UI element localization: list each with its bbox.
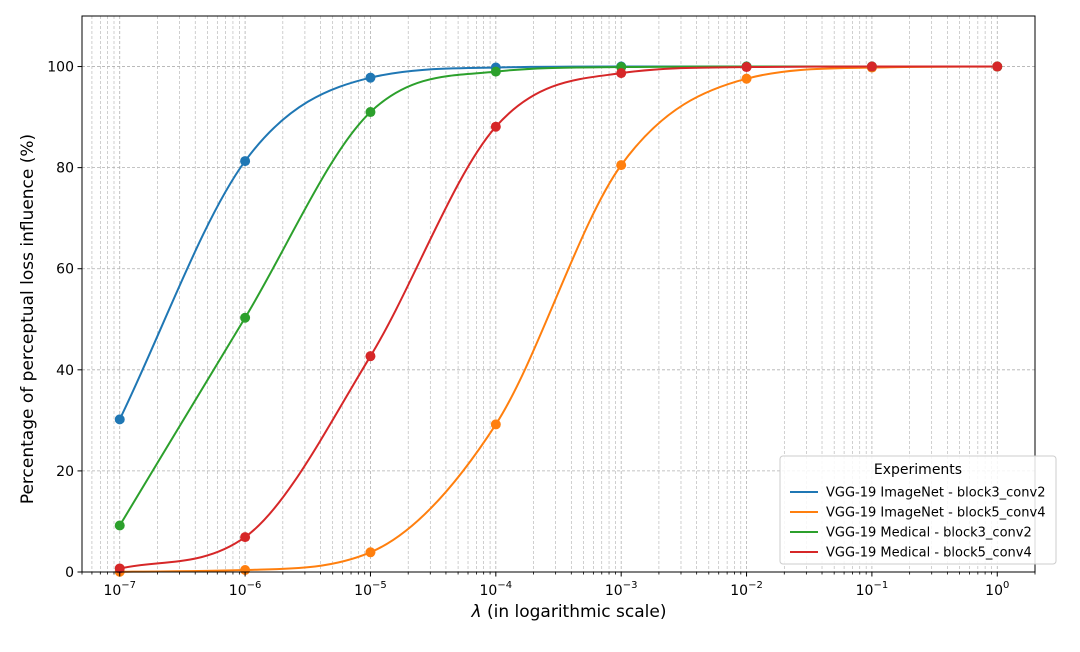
data-point [240, 156, 251, 167]
plot-frame [81, 15, 1036, 573]
data-point [616, 68, 627, 79]
x-tick-label: 10−3 [605, 580, 638, 599]
legend-entry-label: VGG-19 Medical - block3_conv2 [826, 526, 1032, 541]
axis-ticks: 10−7 10−6 10−5 10−4 10−3 10−2 10−1 100020406080… [47, 60, 1036, 599]
x-axis-label-text: (in logarithmic scale) [482, 602, 667, 622]
data-point [741, 62, 752, 73]
y-tick-label: 60 [56, 262, 74, 278]
data-point [365, 72, 376, 83]
x-tick-label: 100 [985, 580, 1009, 599]
x-tick-label: 10−6 [229, 580, 262, 599]
x-tick-label-exponent: −2 [748, 580, 763, 591]
data-point [240, 532, 251, 543]
x-tick-label: 10−7 [103, 580, 136, 599]
legend-box [779, 455, 1057, 565]
x-tick-label-base: 10 [229, 583, 247, 599]
data-point [741, 73, 752, 84]
series-line [119, 65, 998, 570]
grid-lines [81, 16, 1036, 573]
x-axis-label: λ (in logarithmic scale) [471, 602, 667, 622]
x-tick-label-exponent: 0 [1003, 580, 1009, 591]
y-tick-label: 80 [56, 161, 74, 177]
x-tick-label: 10−5 [354, 580, 387, 599]
legend-entry-label: VGG-19 ImageNet - block3_conv2 [826, 486, 1045, 501]
x-tick-label-exponent: −7 [121, 580, 136, 591]
x-tick-label-base: 10 [605, 583, 623, 599]
data-point [365, 351, 376, 362]
y-axis-label: Percentage of perceptual loss influence … [18, 134, 38, 504]
data-point [490, 66, 501, 77]
x-tick-label-exponent: −6 [247, 580, 262, 591]
data-point [114, 563, 125, 574]
y-tick-label: 40 [56, 363, 74, 379]
x-tick-label-base: 10 [354, 583, 372, 599]
y-tick-label: 0 [65, 565, 74, 581]
x-tick-label: 10−4 [480, 580, 513, 599]
data-point [365, 107, 376, 118]
series-markers [114, 61, 1003, 577]
x-tick-label-base: 10 [730, 583, 748, 599]
legend: Experiments VGG-19 ImageNet - block3_con… [779, 455, 1057, 565]
data-point [114, 414, 125, 425]
y-tick-label: 100 [47, 60, 74, 76]
data-point [490, 419, 501, 430]
data-point [365, 547, 376, 558]
legend-entry-label: VGG-19 Medical - block5_conv4 [826, 546, 1032, 561]
y-tick-label: 20 [56, 464, 74, 480]
legend-title: Experiments [874, 462, 962, 478]
data-point [114, 520, 125, 531]
x-tick-label-exponent: −4 [497, 580, 512, 591]
x-tick-label-base: 10 [103, 583, 121, 599]
x-tick-label-exponent: −3 [623, 580, 638, 591]
data-point [616, 160, 627, 171]
x-axis-label-symbol: λ [471, 602, 482, 622]
data-point [490, 121, 501, 132]
x-tick-label: 10−1 [856, 580, 889, 599]
x-tick-label-base: 10 [480, 583, 498, 599]
series-line [119, 65, 998, 573]
legend-entry-label: VGG-19 ImageNet - block5_conv4 [826, 506, 1045, 521]
x-tick-label: 10−2 [730, 580, 763, 599]
x-tick-label-exponent: −5 [372, 580, 387, 591]
x-tick-label-exponent: −1 [873, 580, 888, 591]
data-point [240, 312, 251, 323]
data-point [992, 61, 1003, 72]
x-tick-label-base: 10 [985, 583, 1003, 599]
data-point [866, 61, 877, 72]
x-tick-label-base: 10 [856, 583, 874, 599]
